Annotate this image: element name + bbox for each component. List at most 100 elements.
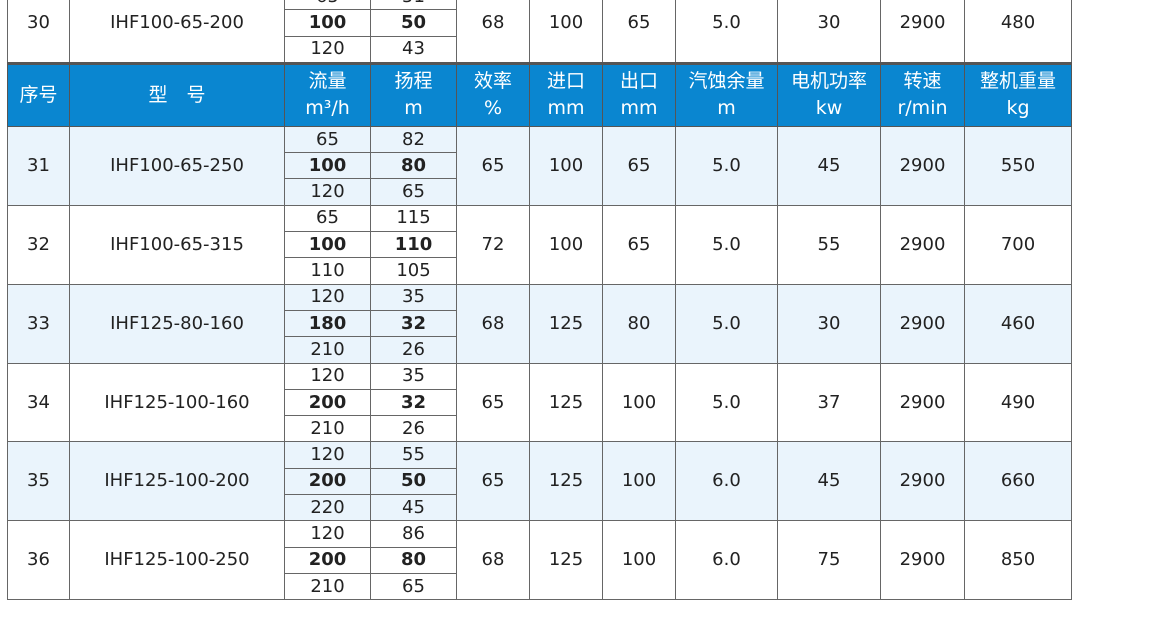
power-cell: 45 xyxy=(777,441,881,522)
header-cell: 流量 m³/h xyxy=(284,62,371,127)
speed-cell: 2900 xyxy=(880,441,965,522)
table-subrow: 220 45 xyxy=(8,494,1072,522)
head-cell: 32 xyxy=(370,309,457,338)
inlet-cell: 125 xyxy=(529,520,603,601)
power-cell: 55 xyxy=(777,204,881,285)
header-cell: 转速 r/min xyxy=(880,62,965,127)
row-number: 35 xyxy=(7,441,70,522)
head-cell: 45 xyxy=(370,494,457,522)
flow-cell: 200 xyxy=(284,388,371,417)
model-cell: IHF100-65-315 xyxy=(69,204,285,285)
outlet-cell: 100 xyxy=(602,441,676,522)
header-label: 序号 xyxy=(19,83,58,106)
speed-cell: 2900 xyxy=(880,520,965,601)
header-label: 效率 xyxy=(473,70,512,93)
inlet-cell: 125 xyxy=(529,441,603,522)
model-cell: IHF125-80-160 xyxy=(69,283,285,364)
flow-cell: 210 xyxy=(284,572,371,601)
table-row: 33 IHF125-80-160 120 35 68 125 80 5.0 30 2900 460 xyxy=(7,283,1072,364)
header-cell: 进口 mm xyxy=(529,62,603,127)
head-cell: 51 xyxy=(370,0,457,11)
row-number: 32 xyxy=(7,204,70,285)
model-cell: IHF100-65-250 xyxy=(69,125,285,206)
speed-cell: 2900 xyxy=(880,125,965,206)
model-cell: IHF125-100-160 xyxy=(69,362,285,443)
head-cell: 86 xyxy=(370,520,457,548)
header-label: 转速 xyxy=(903,70,942,93)
header-cell: 整机重量 kg xyxy=(964,62,1072,127)
npsh-cell: 5.0 xyxy=(675,362,778,443)
table-header: 序号 型 号 流量 m³/h 扬程 m 效率% 进口 mm 出口 mm 汽蚀余量 m 电机功率 kw 转速 r/… xyxy=(7,62,1072,127)
power-cell: 30 xyxy=(777,0,881,64)
flow-cell: 120 xyxy=(284,520,371,548)
weight-cell: 550 xyxy=(964,125,1072,206)
inlet-cell: 100 xyxy=(529,125,603,206)
flow-cell: 180 xyxy=(284,309,371,338)
header-cell: 序号 xyxy=(7,62,70,127)
power-cell: 30 xyxy=(777,283,881,364)
npsh-cell: 6.0 xyxy=(675,441,778,522)
flow-cell: 200 xyxy=(284,546,371,574)
header-unit: r/min xyxy=(897,97,948,120)
table-subrow: 180 32 xyxy=(8,309,1072,338)
power-cell: 75 xyxy=(777,520,881,601)
flow-cell: 200 xyxy=(284,467,371,496)
table-subrow: 210 26 xyxy=(8,336,1072,364)
head-cell: 65 xyxy=(370,572,457,601)
table-subrow: 200 80 xyxy=(8,546,1072,574)
head-cell: 80 xyxy=(370,152,457,180)
npsh-cell: 5.0 xyxy=(675,283,778,364)
flow-cell: 65 xyxy=(284,125,371,154)
row-number: 30 xyxy=(7,0,70,64)
weight-cell: 460 xyxy=(964,283,1072,364)
header-cell: 汽蚀余量 m xyxy=(675,62,778,127)
flow-cell: 120 xyxy=(284,35,371,64)
model-cell: IHF100-65-200 xyxy=(69,0,285,64)
flow-cell: 120 xyxy=(284,441,371,469)
table-subrow: 120 65 xyxy=(8,178,1072,206)
header-label: 进口 xyxy=(546,70,585,93)
outlet-cell: 100 xyxy=(602,362,676,443)
head-cell: 110 xyxy=(370,231,457,259)
table-row: 31 IHF100-65-250 65 82 65 100 65 5.0 45 2900 550 xyxy=(7,125,1072,206)
header-unit: mm xyxy=(547,97,585,120)
outlet-cell: 65 xyxy=(602,0,676,64)
header-label: 流量 xyxy=(308,70,347,93)
flow-cell: 100 xyxy=(284,152,371,180)
efficiency-cell: 72 xyxy=(456,204,530,285)
header-unit: kw xyxy=(815,97,843,120)
header-unit: % xyxy=(483,97,503,120)
model-cell: IHF125-100-250 xyxy=(69,520,285,601)
header-cell: 扬程 m xyxy=(370,62,457,127)
speed-cell: 2900 xyxy=(880,204,965,285)
efficiency-cell: 68 xyxy=(456,520,530,601)
header-unit: kg xyxy=(1006,97,1030,120)
flow-cell: 220 xyxy=(284,494,371,522)
head-cell: 43 xyxy=(370,35,457,64)
efficiency-cell: 68 xyxy=(456,0,530,64)
outlet-cell: 100 xyxy=(602,520,676,601)
flow-cell: 65 xyxy=(284,0,371,11)
flow-cell: 210 xyxy=(284,336,371,364)
flow-cell: 100 xyxy=(284,9,371,37)
header-unit: mm xyxy=(620,97,658,120)
model-cell: IHF125-100-200 xyxy=(69,441,285,522)
table-row: 35 IHF125-100-200 120 55 65 125 100 6.0 45 2900 66… xyxy=(7,441,1072,522)
header-cell: 出口 mm xyxy=(602,62,676,127)
flow-cell: 65 xyxy=(284,204,371,233)
efficiency-cell: 68 xyxy=(456,283,530,364)
speed-cell: 2900 xyxy=(880,362,965,443)
row-number: 36 xyxy=(7,520,70,601)
table-subrow: 100 110 xyxy=(8,231,1072,259)
row-number: 34 xyxy=(7,362,70,443)
flow-cell: 120 xyxy=(284,362,371,390)
flow-cell: 120 xyxy=(284,178,371,206)
head-cell: 50 xyxy=(370,9,457,37)
weight-cell: 850 xyxy=(964,520,1072,601)
inlet-cell: 125 xyxy=(529,283,603,364)
head-cell: 50 xyxy=(370,467,457,496)
weight-cell: 480 xyxy=(964,0,1072,64)
table-subrow: 100 80 xyxy=(8,152,1072,180)
table-row: 36 IHF125-100-250 120 86 68 125 100 6.0 75 2900 85… xyxy=(7,520,1072,601)
power-cell: 37 xyxy=(777,362,881,443)
